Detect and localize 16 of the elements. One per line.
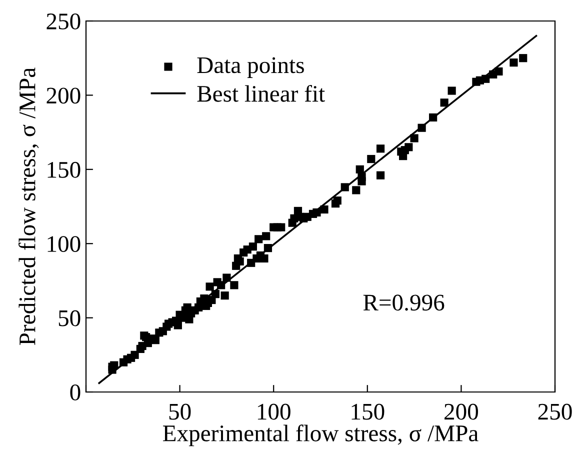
x-axis-title: Experimental flow stress, σ /MPa	[163, 424, 478, 446]
y-tick-label: 0	[70, 384, 80, 400]
x-tick-label: 150	[352, 404, 384, 420]
x-tick-label: 100	[258, 404, 290, 420]
legend-label: Data points	[197, 57, 304, 78]
y-tick-label: 200	[46, 88, 80, 104]
y-axis-title: Predicted flow stress, σ /MPa	[18, 68, 39, 345]
legend-label: Best linear fit	[197, 84, 325, 102]
y-tick-label: 100	[48, 236, 80, 252]
y-tick-label: 150	[48, 162, 80, 178]
y-tick-label: 50	[58, 310, 80, 326]
x-tick-label: 250	[538, 404, 572, 420]
annotation: R=0.996	[363, 294, 444, 311]
x-tick-label: 200	[444, 404, 478, 420]
y-tick-label: 250	[46, 13, 80, 30]
x-tick-label: 50	[169, 404, 191, 420]
